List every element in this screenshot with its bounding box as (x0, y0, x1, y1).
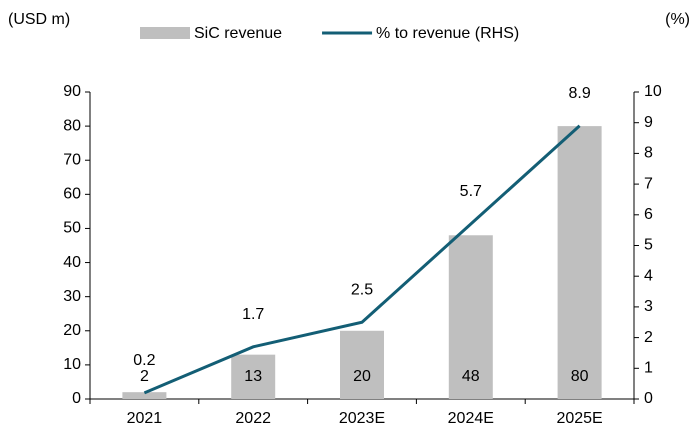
bar (340, 330, 384, 399)
y-tick-label: 80 (63, 117, 81, 134)
y2-tick-label: 9 (644, 114, 653, 131)
y2-tick-label: 0 (644, 390, 653, 407)
legend-label: SiC revenue (194, 25, 282, 42)
y2-tick-label: 3 (644, 298, 653, 315)
bar (557, 126, 602, 399)
y2-tick-label: 4 (644, 267, 653, 284)
y2-tick-label: 2 (644, 329, 653, 346)
line-value-label: 5.7 (460, 183, 482, 200)
x-tick-label: 2024E (448, 410, 494, 427)
bar-value-label: 48 (462, 368, 480, 385)
y2-tick-label: 7 (644, 175, 653, 192)
bar (122, 392, 167, 399)
x-tick-label: 2022 (235, 410, 271, 427)
x-tick-label: 2025E (556, 410, 602, 427)
line (143, 124, 581, 395)
bar-value-label: 13 (244, 368, 262, 385)
y-tick-label: 60 (63, 186, 81, 203)
line-value-label: 0.2 (133, 352, 155, 369)
bar (231, 354, 276, 399)
y2-tick-label: 10 (644, 83, 662, 100)
line-value-label: 8.9 (568, 85, 590, 102)
bar-value-label: 2 (140, 368, 149, 385)
y-tick-label: 50 (63, 220, 81, 237)
y-axis-label: (USD m) (8, 11, 70, 28)
x-tick-label: 2023E (339, 410, 385, 427)
legend-swatch (140, 27, 190, 39)
bar-value-label: 20 (353, 368, 371, 385)
line-value-label: 1.7 (242, 306, 264, 323)
y2-tick-label: 1 (644, 360, 653, 377)
line-value-label: 2.5 (351, 281, 373, 298)
y2-tick-label: 5 (644, 237, 653, 254)
y-tick-label: 40 (63, 254, 81, 271)
y2-tick-label: 8 (644, 145, 653, 162)
y-tick-label: 10 (63, 356, 81, 373)
y2-axis-label: (%) (665, 11, 690, 28)
y-tick-label: 30 (63, 288, 81, 305)
bar (448, 235, 493, 399)
bar-value-label: 80 (571, 368, 589, 385)
y-tick-label: 70 (63, 151, 81, 168)
y-tick-label: 90 (63, 83, 81, 100)
y-tick-label: 0 (72, 390, 81, 407)
y2-tick-label: 6 (644, 206, 653, 223)
legend-label: % to revenue (RHS) (376, 25, 519, 42)
x-tick-label: 2021 (127, 410, 163, 427)
y-tick-label: 20 (63, 322, 81, 339)
